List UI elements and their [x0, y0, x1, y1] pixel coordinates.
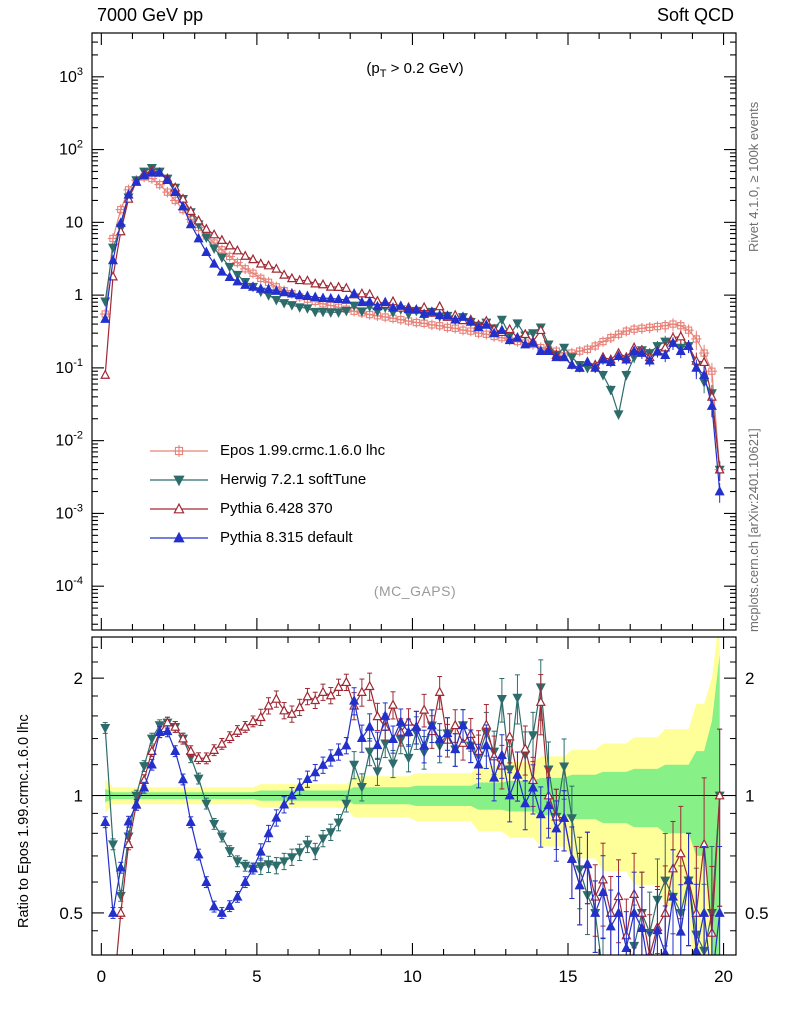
mcplots-credit-label: mcplots.cern.ch [arXiv:2401.10621] [746, 428, 761, 632]
svg-text:10-3: 10-3 [55, 502, 83, 522]
pt-cut-prefix: (p [366, 60, 380, 77]
rivet-version-label: Rivet 4.1.0, ≥ 100k events [746, 101, 761, 252]
pt-cut-suffix: > 0.2 GeV) [386, 60, 464, 77]
analysis-watermark: (MC_GAPS) [373, 583, 457, 599]
svg-text:103: 103 [59, 66, 83, 86]
legend-item-herwig: Herwig 7.2.1 softTune [148, 465, 385, 494]
legend-label-epos: Epos 1.99.crmc.1.6.0 lhc [220, 442, 386, 459]
svg-text:0.5: 0.5 [745, 904, 769, 923]
legend-label-herwig: Herwig 7.2.1 softTune [220, 471, 367, 488]
svg-text:2: 2 [745, 669, 754, 688]
svg-text:0.5: 0.5 [59, 904, 83, 923]
svg-text:10-4: 10-4 [55, 575, 83, 595]
svg-text:1: 1 [74, 787, 83, 806]
beam-energy-label: 7000 GeV pp [97, 5, 204, 25]
pt-cut-subscript: T [379, 68, 387, 80]
svg-text:10-2: 10-2 [55, 430, 83, 450]
svg-text:102: 102 [59, 139, 83, 159]
svg-text:15: 15 [559, 967, 578, 986]
pythia6-marker-icon [150, 502, 208, 513]
svg-text:0: 0 [97, 967, 106, 986]
legend-item-epos: Epos 1.99.crmc.1.6.0 lhc [148, 436, 385, 465]
pythia8-marker-icon [150, 531, 208, 542]
legend-label-pythia8: Pythia 8.315 default [220, 529, 353, 546]
herwig-marker-icon [150, 475, 208, 486]
epos-marker-icon [150, 444, 208, 457]
process-group-label: Soft QCD [656, 5, 734, 25]
ratio-axis-title: Ratio to Epos 1.99.crmc.1.6.0 lhc [16, 714, 32, 928]
svg-text:1: 1 [745, 787, 754, 806]
svg-text:1: 1 [74, 287, 83, 304]
legend: Epos 1.99.crmc.1.6.0 lhc Herwig 7.2.1 so… [148, 436, 385, 552]
svg-text:10: 10 [65, 214, 83, 231]
svg-text:10: 10 [403, 967, 422, 986]
svg-text:2: 2 [74, 669, 83, 688]
legend-label-pythia6: Pythia 6.428 370 [220, 500, 333, 517]
legend-item-pythia6: Pythia 6.428 370 [148, 494, 385, 523]
legend-item-pythia8: Pythia 8.315 default [148, 523, 385, 552]
svg-text:5: 5 [252, 967, 261, 986]
svg-text:20: 20 [714, 967, 733, 986]
svg-text:10-1: 10-1 [55, 357, 83, 377]
pt-cut-annotation: (pT > 0.2 GeV) [270, 60, 560, 80]
